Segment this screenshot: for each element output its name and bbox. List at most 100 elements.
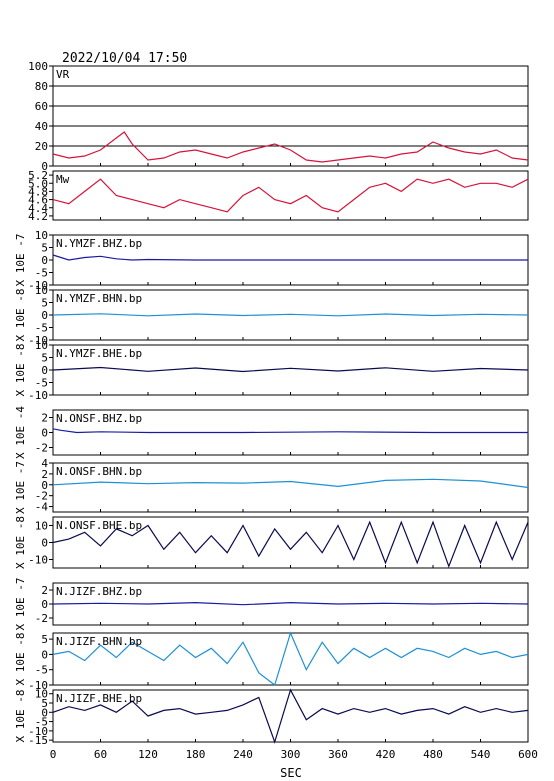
- y-scale-label: X 10E -8: [14, 516, 27, 569]
- y-tick-label: -2: [35, 442, 48, 455]
- panel-label: N.JIZF.BHN.bp: [56, 635, 142, 648]
- y-tick-label: -5: [35, 267, 48, 280]
- panel-label: N.ONSF.BHZ.bp: [56, 412, 142, 425]
- x-tick-label: 480: [423, 748, 443, 761]
- y-tick-label: -10: [28, 279, 48, 292]
- y-tick-label: 2: [41, 412, 48, 425]
- y-tick-label: 10: [35, 339, 48, 352]
- x-tick-label: 180: [186, 748, 206, 761]
- panel-label: N.JIZF.BHE.bp: [56, 692, 142, 705]
- y-scale-label: X 10E -8: [14, 289, 27, 342]
- y-tick-label: 2: [41, 468, 48, 481]
- x-axis: 0 60 120 180 240 300 360 420 480 540 600: [50, 748, 538, 761]
- x-tick-label: 60: [94, 748, 107, 761]
- y-scale-label: X 10E -8: [14, 344, 27, 397]
- y-tick-label: -5: [35, 664, 48, 677]
- panel-label: N.YMZF.BHE.bp: [56, 347, 142, 360]
- x-axis-label: SEC: [280, 766, 302, 780]
- x-tick-label: 540: [471, 748, 491, 761]
- panel-label: N.ONSF.BHE.bp: [56, 519, 142, 532]
- y-tick-label: 0: [41, 160, 48, 173]
- y-tick-label: -5: [35, 716, 48, 729]
- y-tick-label: 5: [41, 697, 48, 710]
- y-tick-label: 10: [35, 688, 48, 701]
- series-line-onsf_bhz: [52, 428, 528, 434]
- y-tick-label: -4: [35, 501, 49, 514]
- y-tick-label: 10: [35, 520, 48, 533]
- panel-frame: [52, 170, 529, 221]
- panel-label: N.ONSF.BHN.bp: [56, 465, 142, 478]
- timestamp-label: 2022/10/04 17:50: [62, 51, 187, 66]
- series-line-onsf_bhn: [52, 478, 529, 489]
- series-line-ymzf_bhz: [52, 254, 528, 261]
- y-tick-label: 4: [41, 457, 48, 470]
- y-tick-label: 0: [41, 648, 48, 661]
- panel-jizf_bhn: 5 0 -5 -10X 10E -8 N.JIZF.BHN.bp: [14, 631, 529, 692]
- y-tick-label: 0: [41, 364, 48, 377]
- x-tick-label: 600: [518, 748, 538, 761]
- y-tick-label: 5: [41, 242, 48, 255]
- y-tick-label: -2: [35, 612, 48, 625]
- series-line-jizf_bhn: [52, 631, 529, 687]
- panel-jizf_bhz: 20-2 X 10E -7 N.JIZF.BHZ.bp: [14, 578, 529, 630]
- panel-vr: 100 80 60 40 20 0 VR: [28, 60, 529, 173]
- panel-label: VR: [56, 68, 70, 81]
- series-line-ymzf_bhn: [52, 313, 529, 317]
- y-tick-label: 10: [35, 229, 48, 242]
- y-tick-label: -10: [28, 334, 48, 347]
- y-tick-label: -10: [28, 554, 48, 567]
- y-tick-label: 0: [41, 309, 48, 322]
- x-tick-label: 120: [138, 748, 158, 761]
- y-tick-label: 2: [41, 584, 48, 597]
- y-tick-label: 0: [41, 706, 48, 719]
- y-scale-label: X 10E -7: [14, 461, 27, 514]
- panel-mw: 5.25.04.84.64.44.2 Mw: [28, 169, 529, 223]
- y-tick-label: -5: [35, 377, 48, 390]
- y-tick-label: 4.4: [28, 202, 48, 215]
- y-tick-label: 0: [41, 254, 48, 267]
- y-tick-label: 4.2: [28, 210, 48, 223]
- y-scale-label: X 10E -7: [14, 234, 27, 287]
- panel-label: Mw: [56, 173, 70, 186]
- y-tick-label: -10: [28, 679, 48, 692]
- y-tick-label: 5: [41, 297, 48, 310]
- panel-onsf_bhe: 10 0 -10X 10E -8 N.ONSF.BHE.bp: [14, 516, 529, 569]
- y-tick-label: 4.6: [28, 194, 48, 207]
- series-line-jizf_bhe: [52, 688, 529, 744]
- y-tick-label: -5: [35, 322, 48, 335]
- y-tick-label: 5.0: [28, 177, 48, 190]
- x-tick-label: 360: [328, 748, 348, 761]
- y-tick-label: 0: [41, 479, 48, 492]
- x-tick-label: 0: [50, 748, 57, 761]
- y-tick-label: -2: [35, 490, 48, 503]
- series-line-onsf_bhe: [52, 520, 529, 569]
- panel-label: N.YMZF.BHN.bp: [56, 292, 142, 305]
- y-tick-label: 20: [35, 140, 48, 153]
- y-tick-label: -10: [28, 725, 48, 738]
- series-line-mw: [52, 178, 529, 213]
- panel-label: N.JIZF.BHZ.bp: [56, 585, 142, 598]
- panel-label: N.YMZF.BHZ.bp: [56, 237, 142, 250]
- x-tick-label: 240: [233, 748, 253, 761]
- y-tick-label: 100: [28, 60, 48, 73]
- y-tick-label: 0: [41, 427, 48, 440]
- panels-group: 100806040200VR5.25.04.84.64.44.2Mw1050-5…: [14, 60, 529, 747]
- series-line-vr: [52, 131, 529, 163]
- series-line-jizf_bhz: [52, 601, 529, 606]
- x-tick-label: 300: [281, 748, 301, 761]
- panel-frame: [52, 65, 529, 167]
- y-tick-label: 40: [35, 120, 48, 133]
- x-tick-label: 420: [376, 748, 396, 761]
- panel-onsf_bhn: 420-2-4 X 10E -7 N.ONSF.BHN.bp: [14, 457, 529, 514]
- y-scale-label: X 10E -8: [14, 690, 27, 743]
- y-tick-label: 10: [35, 284, 48, 297]
- panel-onsf_bhz: 2 0 -2 X 10E -4 N.ONSF.BHZ.bp: [14, 406, 529, 459]
- y-tick-label: -15: [28, 734, 48, 747]
- y-tick-label: 5: [41, 633, 48, 646]
- y-scale-label: X 10E -4: [14, 406, 27, 459]
